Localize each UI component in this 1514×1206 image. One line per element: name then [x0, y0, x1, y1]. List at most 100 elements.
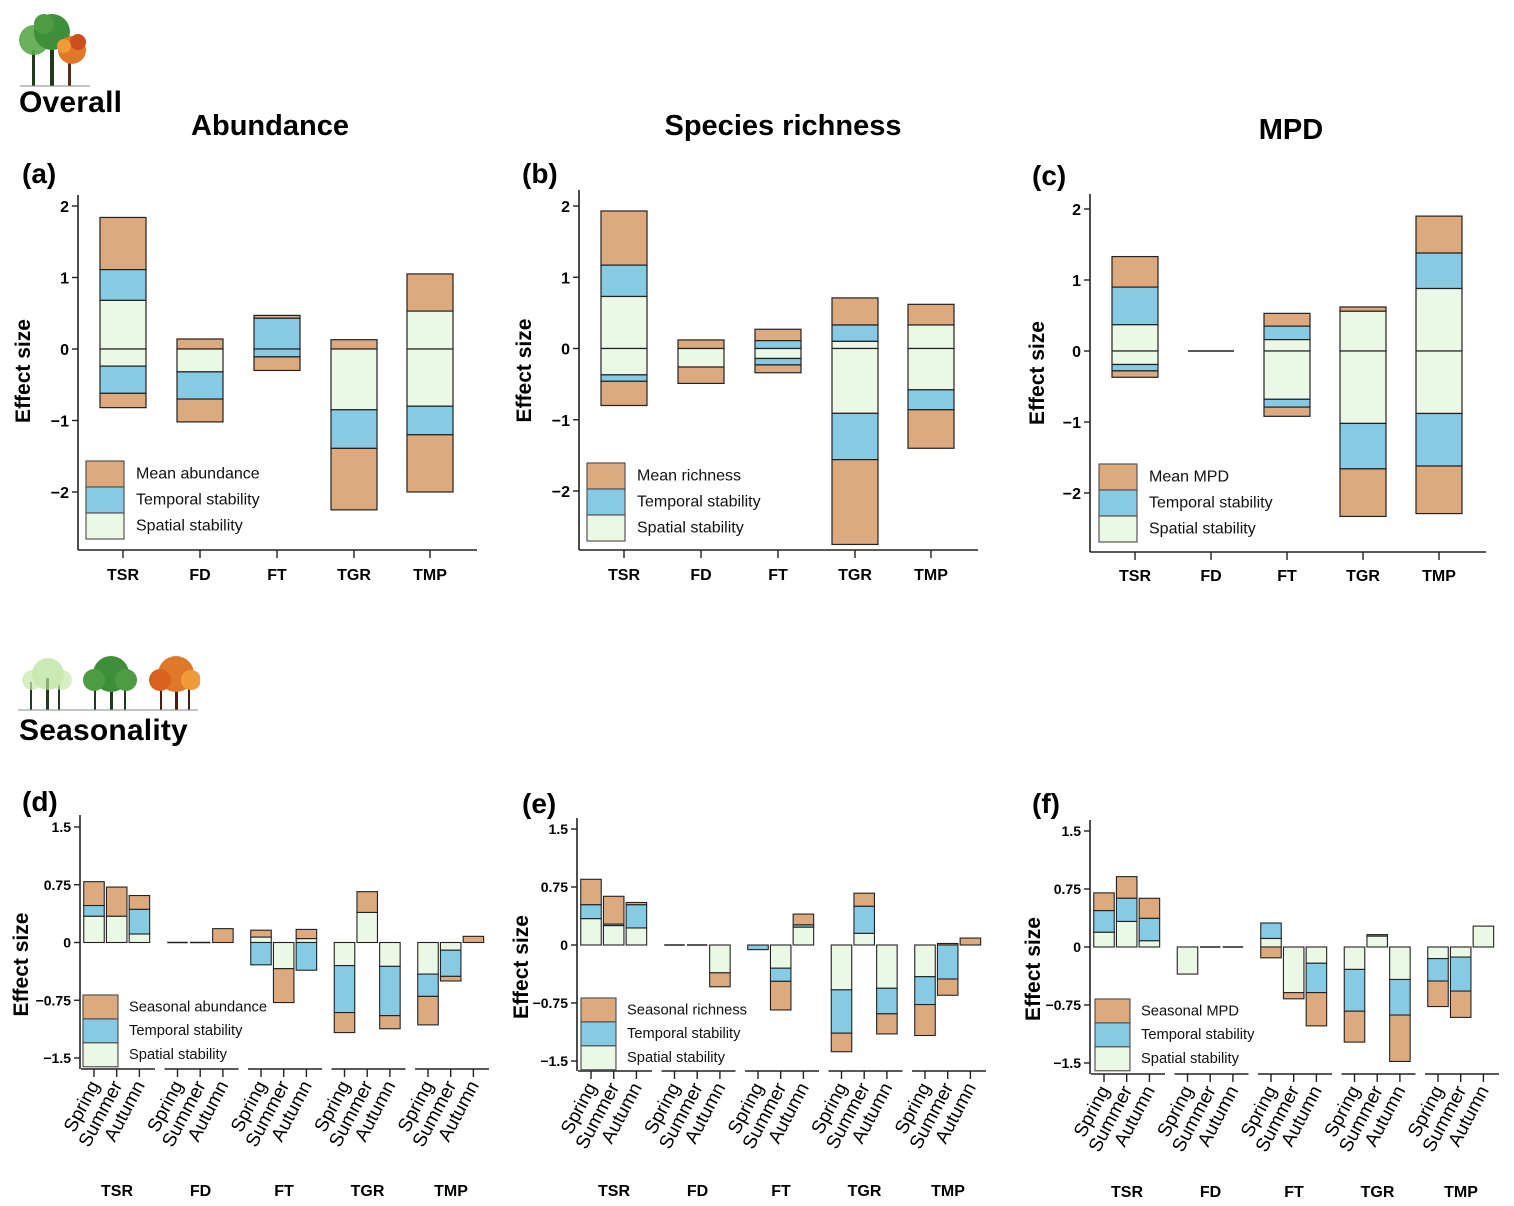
bar-segment-mean — [356, 891, 379, 914]
group-label: FD — [687, 1183, 708, 1200]
bar-segment-spatial — [769, 944, 792, 969]
y-tick-label: −2 — [51, 485, 69, 502]
bar-tmp-summer — [1449, 946, 1472, 1018]
bar-tgr-spring — [333, 941, 356, 1034]
bar-segment-spatial — [1263, 350, 1311, 400]
bar-segment-spatial — [1339, 310, 1387, 352]
y-tick-label: 1 — [60, 271, 69, 288]
bar-segment-temporal — [1263, 398, 1311, 408]
bar-tgr-summer — [356, 891, 379, 944]
bar-segment-temporal — [625, 904, 648, 929]
y-axis-label: Effect size — [10, 913, 33, 1017]
bar-segment-mean — [330, 339, 378, 350]
legend-swatch-spatial — [82, 1042, 119, 1068]
x-tick-label: TSR — [1119, 568, 1151, 585]
bar-segment-mean — [99, 216, 147, 271]
bar-fd-autumn — [709, 944, 731, 988]
legend-swatch-mean — [82, 994, 119, 1020]
bar-segment-spatial — [272, 941, 295, 970]
bar-segment-mean — [831, 459, 879, 546]
legend: Seasonal richness Temporal stability Spati… — [580, 997, 747, 1071]
x-tick-label: FD — [690, 567, 711, 584]
bar-segment-temporal — [600, 374, 648, 382]
y-tick-label: −0.75 — [1046, 997, 1082, 1013]
bar-segment-temporal — [1138, 917, 1161, 942]
bar-tgr-autumn — [379, 941, 401, 1030]
panel-label-c: (c) — [1032, 160, 1067, 191]
bar-segment-temporal — [769, 967, 792, 982]
bar-segment-spatial — [1415, 350, 1463, 415]
bar-segment-temporal — [754, 340, 802, 350]
bar-tsr-spring — [1093, 892, 1115, 948]
bar-segment-spatial — [1093, 931, 1115, 948]
column-title-mpd: MPD — [1258, 114, 1324, 146]
bar-tsr-autumn — [128, 894, 151, 944]
y-axis-label: Effect size — [513, 319, 536, 423]
bar-segment-mean — [1263, 312, 1311, 327]
y-tick-label: 0 — [63, 935, 71, 951]
bar-segment-mean — [754, 364, 802, 374]
bar-segment-mean — [1282, 992, 1305, 1000]
bar-segment-spatial — [330, 348, 378, 411]
bar-segment-spatial — [831, 340, 879, 350]
x-tick-label: TGR — [337, 567, 371, 584]
bar-segment-mean — [406, 434, 454, 493]
legend-swatch-mean — [85, 460, 125, 488]
bar-segment-mean — [754, 328, 802, 342]
bar-segment-temporal — [417, 973, 439, 997]
bar-segment-temporal — [907, 389, 955, 411]
x-tick-label: FD — [189, 567, 210, 584]
legend-swatch-temporal — [586, 488, 626, 516]
legend-label-spatial: Spatial stability — [1149, 521, 1256, 538]
group-label: TMP — [1444, 1184, 1478, 1201]
y-tick-label: 2 — [60, 199, 69, 216]
bar-segment-temporal — [1093, 910, 1115, 933]
x-tick-label: FT — [267, 567, 287, 584]
chart-panel-a: 2 1 0 −1 −2 Effect size TSR FD FT TGR TMP Mean abun… — [12, 195, 477, 584]
chart-panel-e: 1.5 0.75 0 −0.75 −1.5 Effect size SpringSummer… — [510, 818, 986, 1200]
legend-label-spatial: Spatial stability — [637, 520, 744, 537]
legend-swatch-temporal — [85, 486, 125, 514]
y-tick-label: −0.75 — [533, 995, 569, 1011]
x-tick-label: TSR — [107, 567, 139, 584]
y-tick-label: 2 — [1072, 202, 1081, 219]
bar-segment-mean — [677, 339, 725, 350]
y-tick-label: 2 — [561, 199, 570, 216]
bar-segment-spatial — [176, 348, 224, 373]
bar-tgr-summer — [853, 892, 876, 946]
group-label: FD — [1200, 1184, 1221, 1201]
bar-segment-temporal — [1427, 958, 1449, 982]
legend-label-mean: Mean richness — [637, 468, 741, 485]
y-axis-label: Effect size — [510, 915, 533, 1019]
group-label: TMP — [931, 1183, 965, 1200]
x-tick-label: FT — [768, 567, 788, 584]
bar-tmp-spring — [1427, 946, 1449, 1008]
bar-segment-mean — [1115, 876, 1138, 899]
column-title-species-richness: Species richness — [664, 110, 902, 142]
bar-segment-spatial — [1111, 350, 1159, 366]
bar-segment-temporal — [1415, 412, 1463, 467]
bar-segment-spatial — [754, 347, 802, 360]
bar-segment-spatial — [580, 918, 602, 946]
bar-tmp-summer — [936, 942, 959, 996]
legend-swatch-mean — [580, 997, 617, 1023]
y-tick-label: 1.5 — [549, 821, 569, 837]
y-tick-label: −0.75 — [36, 992, 72, 1008]
bar-tgr — [330, 339, 378, 511]
y-tick-label: 0 — [560, 937, 568, 953]
bar-segment-temporal — [99, 365, 147, 394]
legend-label-spatial: Spatial stability — [627, 1050, 726, 1066]
bar-segment-mean — [853, 892, 876, 907]
bar-segment-temporal — [1111, 363, 1159, 372]
column-title-abundance: Abundance — [191, 110, 349, 142]
bar-segment-mean — [176, 338, 224, 350]
bar-segment-mean — [1093, 892, 1115, 912]
y-tick-label: −1 — [552, 413, 570, 430]
bar-segment-mean — [876, 1013, 898, 1035]
bar-ft-summer — [1282, 946, 1305, 1000]
y-tick-label: 0 — [1072, 344, 1081, 361]
group-label: TSR — [101, 1183, 133, 1200]
